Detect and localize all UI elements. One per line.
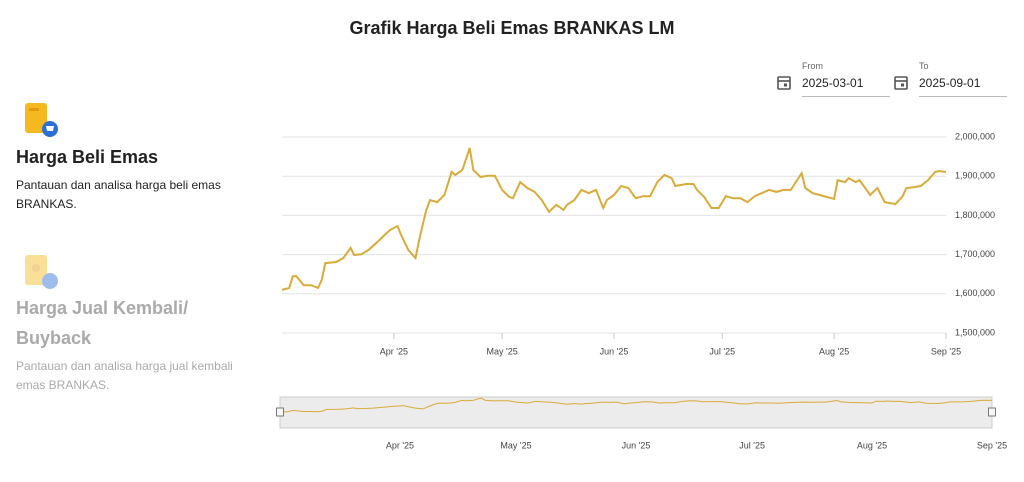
x-tick-label: May '25 — [487, 346, 518, 356]
navigator-tick-label: Jul '25 — [739, 440, 765, 450]
calendar-icon[interactable] — [893, 74, 909, 90]
x-tick-label: Aug '25 — [819, 346, 849, 356]
menu-title: Harga Jual Kembali/ Buyback — [16, 298, 189, 348]
x-tick-label: Jul '25 — [709, 346, 735, 356]
navigator-handle — [988, 407, 996, 417]
navigator-tick-label: Sep '25 — [977, 440, 1007, 450]
y-tick-label: 1,600,000 — [955, 288, 995, 298]
y-tick-label: 1,500,000 — [955, 327, 995, 337]
price-line — [281, 147, 947, 291]
from-label: From — [802, 61, 823, 71]
navigator-tick-label: Aug '25 — [857, 440, 887, 450]
page-title: Grafik Harga Beli Emas BRANKAS LM — [349, 18, 675, 38]
gold-icon — [25, 255, 58, 289]
navigator-tick-label: May '25 — [500, 440, 531, 450]
y-tick-label: 1,800,000 — [955, 210, 995, 220]
x-tick-label: Jun '25 — [600, 346, 629, 356]
menu-item[interactable]: Harga Jual Kembali/ Buyback Pantauan dan… — [16, 293, 256, 395]
y-tick-label: 1,700,000 — [955, 249, 995, 259]
gold-icon — [25, 103, 58, 137]
menu-description: Pantauan dan analisa harga beli emas BRA… — [16, 178, 221, 211]
menu-item[interactable]: Harga Beli Emas Pantauan dan analisa har… — [16, 142, 256, 214]
y-tick-label: 2,000,000 — [955, 131, 995, 141]
navigator-handle — [276, 407, 284, 417]
from-date[interactable]: 2025-03-01 — [802, 76, 890, 97]
navigator-line — [279, 397, 993, 413]
menu-title: Harga Beli Emas — [16, 147, 159, 167]
to-date[interactable]: 2025-09-01 — [919, 76, 1007, 97]
x-tick-label: Sep '25 — [931, 346, 961, 356]
menu-description: Pantauan dan analisa harga jual kembali … — [16, 359, 233, 392]
navigator-tick-label: Apr '25 — [386, 440, 414, 450]
calendar-icon[interactable] — [776, 74, 792, 90]
to-label: To — [919, 61, 929, 71]
x-tick-label: Apr '25 — [380, 346, 408, 356]
y-tick-label: 1,900,000 — [955, 171, 995, 181]
navigator-tick-label: Jun '25 — [622, 440, 651, 450]
